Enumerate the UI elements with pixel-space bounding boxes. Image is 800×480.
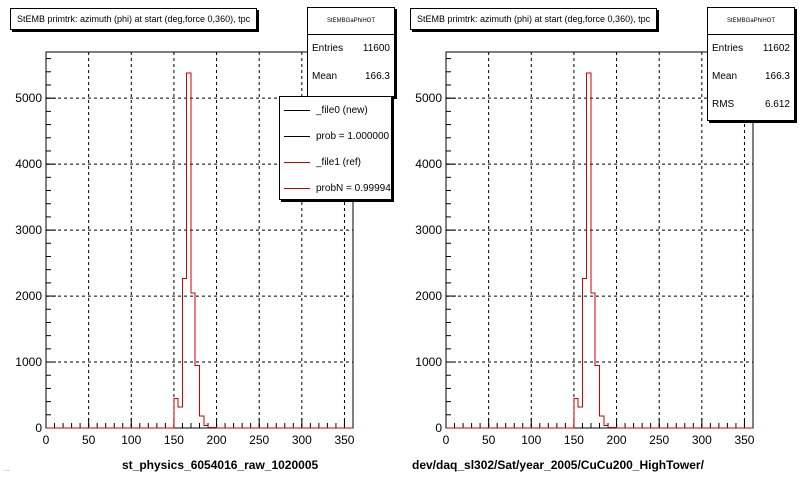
right-histogram-bin <box>574 398 578 428</box>
right-stats-label: RMS <box>712 99 735 110</box>
left-stats-label: Mean <box>312 71 338 82</box>
left-x-tick-label: 100 <box>121 433 141 447</box>
right-stats-box: StEMBGaPhiHOT Entries 11602 Mean 166.3 R… <box>707 7 795 121</box>
right-x-axis-title: dev/daq_sl302/Sat/year_2005/CuCu200_High… <box>412 458 704 472</box>
left-histogram-title: StEMB primtrk: azimuth (phi) at start (d… <box>10 8 258 30</box>
legend-line-probn <box>284 187 310 189</box>
right-stats-row-mean: Mean 166.3 <box>708 63 794 91</box>
left-x-tick-label: 50 <box>82 433 96 447</box>
legend-label: _file0 (new) <box>316 104 368 116</box>
right-histogram-bin <box>578 407 582 428</box>
right-stats-label: Entries <box>712 43 744 54</box>
left-x-tick-label: 300 <box>292 433 312 447</box>
left-x-tick-label: 250 <box>249 433 269 447</box>
left-y-tick-label: 2000 <box>15 289 42 303</box>
legend-entry: probN = 0.99994 <box>280 175 391 199</box>
right-stats-value: 166.3 <box>764 71 790 82</box>
footer-timestamp: ... <box>4 466 10 473</box>
left-title-text: StEMB primtrk: azimuth (phi) at start (d… <box>17 14 251 24</box>
legend-entry: _file0 (new) <box>280 97 391 123</box>
right-stats-row-rms: RMS 6.612 <box>708 91 794 119</box>
left-histogram-bin <box>191 293 195 428</box>
left-stats-value: 11600 <box>362 43 390 54</box>
left-x-axis-title: st_physics_6054016_raw_1020005 <box>122 458 319 472</box>
left-histogram-series-1 <box>46 72 353 429</box>
left-histogram-bin <box>178 407 182 428</box>
right-stats-label: Mean <box>712 71 738 82</box>
left-stats-box: StEMBGaPhiHOT Entries 11600 Mean 166.3 <box>307 7 395 97</box>
left-histogram-bin <box>191 293 195 428</box>
right-histogram-title: StEMB primtrk: azimuth (phi) at start (d… <box>410 8 658 30</box>
legend-label: _file1 (ref) <box>316 156 362 168</box>
right-histogram-bin <box>591 293 595 428</box>
legend-line-prob <box>284 135 310 137</box>
right-y-tick-label: 3000 <box>415 223 442 237</box>
right-histogram-bin <box>582 278 586 428</box>
legend-label: probN = 0.99994 <box>316 182 391 194</box>
left-histogram-bin <box>182 278 186 428</box>
right-x-tick-label: 100 <box>521 433 541 447</box>
right-y-tick-label: 0 <box>435 421 442 435</box>
legend-line-new <box>284 109 310 111</box>
left-stats-row-mean: Mean 166.3 <box>308 63 394 91</box>
left-y-tick-label: 3000 <box>15 223 42 237</box>
left-histogram-bin <box>200 416 204 428</box>
left-x-tick-label: 0 <box>43 433 50 447</box>
right-histogram-bin <box>587 73 591 428</box>
right-x-tick-label: 0 <box>443 433 450 447</box>
right-x-tick-label: 300 <box>692 433 712 447</box>
right-title-text: StEMB primtrk: azimuth (phi) at start (d… <box>417 14 651 24</box>
right-histogram-series-0 <box>446 72 753 429</box>
left-legend-box: _file0 (new) prob = 1.000000 _file1 (ref… <box>279 96 392 200</box>
left-histogram-bin <box>187 73 191 428</box>
legend-line-ref <box>284 161 310 163</box>
right-histogram-bin <box>600 416 604 428</box>
left-histogram-bin <box>182 278 186 428</box>
right-x-tick-label: 350 <box>734 433 754 447</box>
left-histogram-bin <box>178 407 182 428</box>
right-x-tick-label: 250 <box>649 433 669 447</box>
right-stats-name: StEMBGaPhiHOT <box>708 8 794 35</box>
right-stats-row-entries: Entries 11602 <box>708 35 794 63</box>
left-y-tick-label: 1000 <box>15 355 42 369</box>
left-histogram-bin <box>200 416 204 428</box>
left-stats-value: 166.3 <box>364 71 390 82</box>
right-stats-value: 11602 <box>762 43 790 54</box>
right-y-tick-label: 4000 <box>415 157 442 171</box>
legend-entry: _file1 (ref) <box>280 149 391 175</box>
right-y-tick-label: 2000 <box>415 289 442 303</box>
left-histogram-bin <box>174 398 178 428</box>
left-x-tick-label: 200 <box>207 433 227 447</box>
left-stats-row-entries: Entries 11600 <box>308 35 394 63</box>
right-stats-value: 6.612 <box>764 99 790 110</box>
left-x-tick-label: 150 <box>164 433 184 447</box>
left-y-tick-label: 5000 <box>15 91 42 105</box>
right-y-tick-label: 5000 <box>415 91 442 105</box>
left-x-tick-label: 350 <box>334 433 354 447</box>
right-y-tick-label: 1000 <box>415 355 442 369</box>
legend-entry: prob = 1.000000 <box>280 123 391 149</box>
right-x-tick-label: 150 <box>564 433 584 447</box>
right-x-tick-label: 50 <box>482 433 496 447</box>
left-histogram-bin <box>195 365 199 428</box>
left-y-tick-label: 0 <box>35 421 42 435</box>
right-histogram-bin <box>595 365 599 428</box>
legend-label: prob = 1.000000 <box>316 130 390 142</box>
left-histogram-bin <box>195 365 199 428</box>
right-x-tick-label: 200 <box>607 433 627 447</box>
left-stats-name: StEMBGaPhiHOT <box>308 8 394 35</box>
left-stats-label: Entries <box>312 43 344 54</box>
left-histogram-bin <box>187 73 191 428</box>
left-histogram-bin <box>174 398 178 428</box>
left-y-tick-label: 4000 <box>15 157 42 171</box>
